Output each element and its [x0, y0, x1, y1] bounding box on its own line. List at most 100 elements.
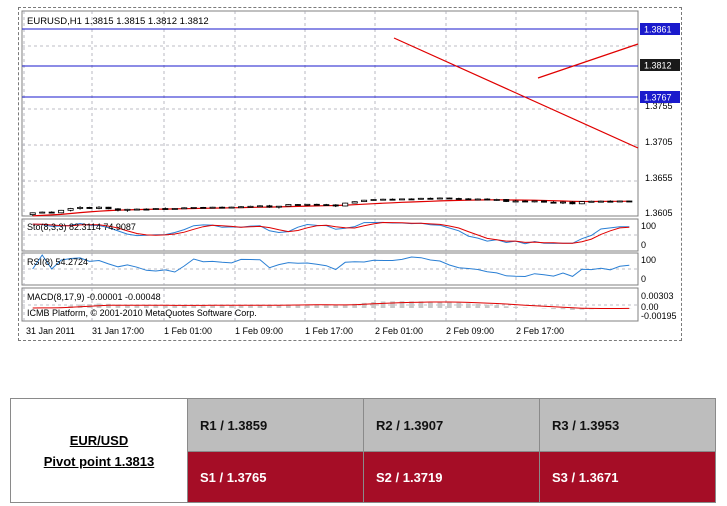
support-resistance-lines: [22, 28, 638, 98]
pivot-point-table: EUR/USD Pivot point 1.3813 R1 / 1.3859 R…: [10, 398, 716, 503]
pivot-title-cell: EUR/USD Pivot point 1.3813: [10, 398, 188, 503]
stochastic-grid: [22, 219, 638, 251]
candle-bull: [417, 197, 424, 200]
candle-bear: [522, 200, 529, 203]
candle-bull: [370, 199, 377, 201]
rsi-grid: [22, 253, 638, 285]
candle-bull: [616, 200, 623, 203]
support-s3: S3 / 1.3671: [539, 451, 716, 503]
rsi-polyline: [32, 254, 630, 278]
moving-average-line: [32, 199, 630, 217]
rsi-level-0: 0: [641, 274, 646, 284]
candle-bear: [86, 206, 93, 209]
candle-bull: [58, 209, 65, 214]
candle-bear: [105, 206, 112, 210]
price-label-3: 1.3655: [645, 173, 673, 183]
time-label-8: 2 Feb 17:00: [516, 326, 564, 336]
candle-bear: [323, 204, 330, 207]
stochastic-level-0: 0: [641, 240, 646, 250]
candle-bear: [266, 205, 273, 208]
macd-label: MACD(8,17,9) -0.00001 -0.00048: [27, 292, 161, 302]
chart-window[interactable]: EURUSD,H1 1.3815 1.3815 1.3812 1.3812 1.…: [18, 7, 682, 341]
candle-bull: [171, 208, 178, 210]
candle-bull: [474, 198, 481, 201]
candle-bull: [512, 200, 519, 203]
candle-bull: [578, 201, 585, 205]
macd-signal-line: [32, 301, 630, 309]
price-label-2: 1.3705: [645, 137, 673, 147]
time-axis: 31 Jan 2011 31 Jan 17:00 1 Feb 01:00 1 F…: [26, 326, 564, 336]
rsi-label: RSI(8) 54.2724: [27, 257, 88, 267]
macd-level-bottom: -0.00195: [641, 311, 677, 321]
candle-bull: [124, 208, 131, 211]
candle-bear: [550, 201, 557, 204]
stochastic-level-100: 100: [641, 221, 656, 231]
time-label-5: 1 Feb 17:00: [305, 326, 353, 336]
resistance-r2: R2 / 1.3907: [363, 398, 540, 452]
candle-bull: [380, 198, 387, 201]
macd-level-top: 0.00303: [641, 291, 674, 301]
candle-bull: [181, 207, 188, 210]
moving-average-polyline: [32, 199, 630, 217]
currency-pair: EUR/USD: [69, 432, 129, 448]
support-s2: S2 / 1.3719: [363, 451, 540, 503]
candle-bear: [408, 198, 415, 201]
candle-bull: [133, 208, 140, 211]
candle-bull: [209, 206, 216, 209]
candlesticks: [29, 197, 633, 216]
candle-bull: [361, 199, 368, 202]
stochastic-signal-line: [32, 221, 630, 244]
candle-bull: [597, 200, 604, 203]
candle-bear: [162, 208, 169, 210]
candle-bull: [560, 201, 567, 204]
candle-bull: [342, 202, 349, 207]
support-s1: S1 / 1.3765: [187, 451, 364, 503]
candle-bull: [351, 201, 358, 204]
price-badge-1767: 1.3767: [644, 93, 672, 103]
time-label-3: 1 Feb 01:00: [164, 326, 212, 336]
stochastic-label: Sto(8,3,3) 82.3114 74.9087: [27, 222, 136, 232]
main-grid: [22, 11, 638, 216]
candle-bull: [304, 203, 311, 206]
candle-bull: [436, 197, 443, 200]
price-chart[interactable]: EURUSD,H1 1.3815 1.3815 1.3812 1.3812 1.…: [19, 8, 681, 340]
candle-bull: [96, 206, 103, 209]
candle-bear: [455, 198, 462, 200]
copyright-text: ICMB Platform, © 2001-2010 MetaQuotes So…: [27, 308, 257, 318]
candle-bull: [77, 206, 84, 209]
candle-bull: [247, 205, 254, 208]
resistance-r3: R3 / 1.3953: [539, 398, 716, 452]
candle-bear: [484, 198, 491, 201]
candle-bear: [114, 208, 121, 211]
candle-bear: [200, 206, 207, 209]
time-label-4: 1 Feb 09:00: [235, 326, 283, 336]
macd-histogram: [32, 301, 632, 310]
pivot-point-value: Pivot point 1.3813: [43, 453, 155, 469]
chart-header: EURUSD,H1 1.3815 1.3815 1.3812 1.3812: [27, 16, 209, 27]
candle-bear: [503, 199, 510, 202]
candle-bear: [294, 204, 301, 206]
price-badge-1861-box: [640, 23, 680, 35]
price-badge-1812: 1.3812: [644, 61, 672, 71]
time-label-7: 2 Feb 09:00: [446, 326, 494, 336]
candle-bear: [427, 197, 434, 200]
candle-bear: [389, 198, 396, 201]
candle-bear: [313, 203, 320, 206]
trendline-down: [393, 37, 639, 149]
main-plot-area[interactable]: [21, 10, 639, 217]
candle-bull: [531, 200, 538, 203]
candle-bull: [29, 212, 36, 216]
candle-bear: [48, 211, 55, 214]
price-label-4: 1.3605: [645, 208, 673, 218]
price-label-1: 1.3755: [645, 101, 673, 111]
candle-bear: [607, 200, 614, 203]
macd-level-zero: 0.00: [641, 302, 659, 312]
candle-bear: [219, 206, 226, 209]
macd-pane[interactable]: [21, 287, 639, 322]
stochastic-lines: [32, 221, 630, 245]
candle-bull: [493, 199, 500, 201]
candle-bull: [398, 198, 405, 201]
candle-bear: [446, 197, 453, 200]
rsi-level-100: 100: [641, 255, 656, 265]
price-badge-1861: 1.3861: [644, 25, 672, 35]
